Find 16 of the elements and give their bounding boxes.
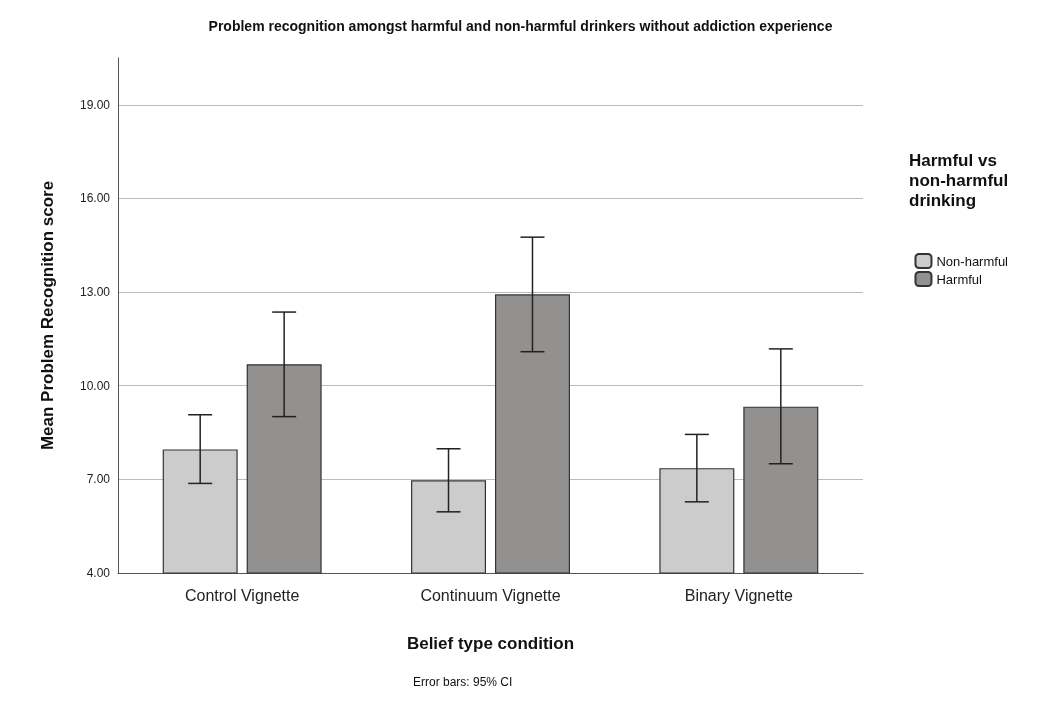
y-tick-label: 16.00 xyxy=(79,191,111,206)
legend-label: Harmful xyxy=(936,271,983,287)
y-tick-label: 13.00 xyxy=(79,285,111,300)
y-tick-label: 10.00 xyxy=(79,378,111,393)
y-tick-label: 19.00 xyxy=(79,97,111,112)
y-axis-title: Mean Problem Recognition score xyxy=(38,180,57,451)
y-tick-label: 4.00 xyxy=(86,566,111,580)
legend-title: Harmful vs non-harmful drinking xyxy=(909,150,1013,210)
text: Error bars: 95% CI xyxy=(413,675,513,689)
x-tick-label: Continuum Vignette xyxy=(420,586,561,604)
x-tick-label: Binary Vignette xyxy=(684,586,794,604)
y-tick-label: 7.00 xyxy=(86,472,111,487)
legend-label: Non-harmful xyxy=(936,253,1009,269)
chart-title: Problem recognition amongst harmful and non-harmful drinkers without addiction experience xyxy=(208,18,833,34)
x-axis-title: Belief type condition xyxy=(406,634,575,653)
x-tick-label: Control Vignette xyxy=(184,586,300,604)
